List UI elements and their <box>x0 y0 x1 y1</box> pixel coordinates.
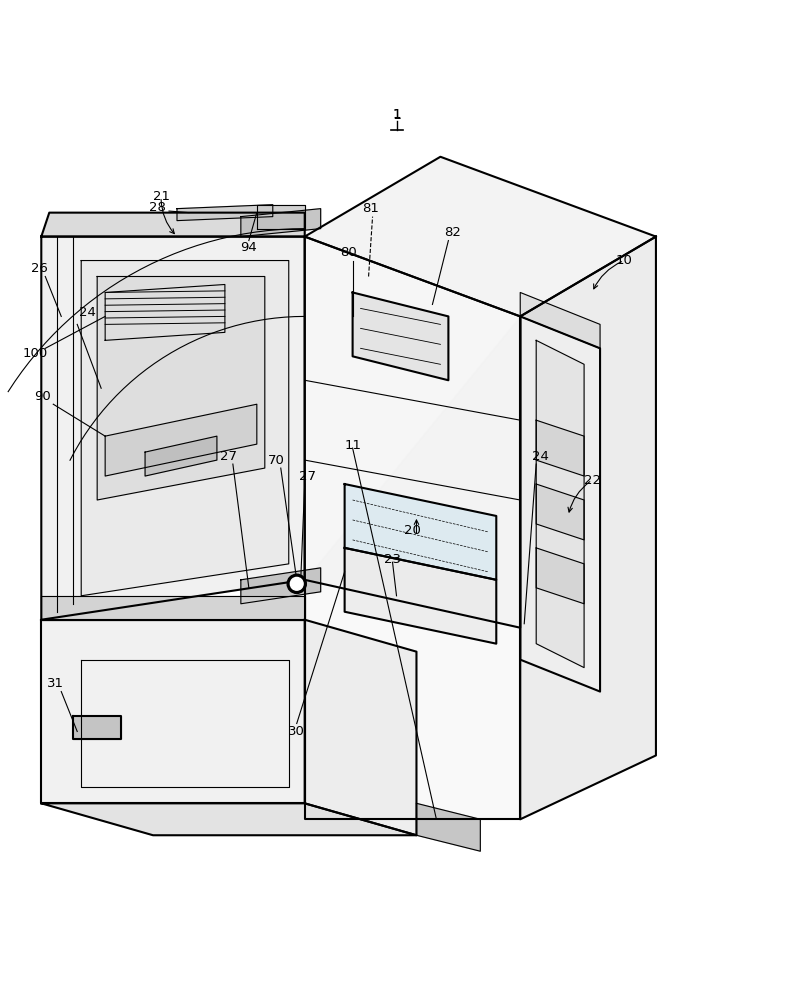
Polygon shape <box>73 716 121 739</box>
Text: 80: 80 <box>340 246 357 259</box>
Text: 21: 21 <box>152 190 170 203</box>
Circle shape <box>287 574 306 593</box>
Text: 82: 82 <box>444 226 461 239</box>
Text: 94: 94 <box>240 241 257 254</box>
Text: 27: 27 <box>299 470 316 483</box>
Text: 100: 100 <box>22 347 47 360</box>
Text: 10: 10 <box>615 254 633 267</box>
Polygon shape <box>97 276 265 500</box>
Polygon shape <box>536 420 584 476</box>
Text: 90: 90 <box>34 390 51 403</box>
Polygon shape <box>177 205 273 221</box>
Text: 30: 30 <box>288 725 305 738</box>
Polygon shape <box>42 237 304 620</box>
Text: 28: 28 <box>149 201 166 214</box>
Polygon shape <box>520 316 600 692</box>
Text: 1: 1 <box>392 108 401 122</box>
Text: 1: 1 <box>392 108 400 121</box>
Polygon shape <box>304 157 656 316</box>
Polygon shape <box>241 568 320 604</box>
Text: 81: 81 <box>362 202 379 215</box>
Polygon shape <box>42 620 304 803</box>
Text: 31: 31 <box>47 677 64 690</box>
Text: 11: 11 <box>344 439 361 452</box>
Text: 23: 23 <box>384 553 401 566</box>
Polygon shape <box>520 237 656 819</box>
Polygon shape <box>520 292 600 348</box>
Polygon shape <box>536 340 584 668</box>
Polygon shape <box>81 261 288 596</box>
Polygon shape <box>105 404 257 476</box>
Polygon shape <box>304 316 520 819</box>
Polygon shape <box>344 484 497 580</box>
Text: 20: 20 <box>404 524 421 537</box>
Polygon shape <box>417 803 481 851</box>
Polygon shape <box>42 596 304 620</box>
Polygon shape <box>344 548 497 644</box>
Polygon shape <box>304 620 417 835</box>
Polygon shape <box>536 484 584 540</box>
Polygon shape <box>145 436 217 476</box>
Text: 26: 26 <box>31 262 48 275</box>
Polygon shape <box>304 237 520 628</box>
Polygon shape <box>241 209 320 237</box>
Text: 24: 24 <box>532 450 549 463</box>
Polygon shape <box>42 803 417 835</box>
Polygon shape <box>536 548 584 604</box>
Text: 70: 70 <box>268 454 285 467</box>
Polygon shape <box>42 213 304 237</box>
Text: 22: 22 <box>584 474 601 487</box>
Polygon shape <box>352 292 449 380</box>
Circle shape <box>290 577 303 590</box>
Text: 24: 24 <box>79 306 96 319</box>
Polygon shape <box>257 205 304 229</box>
Text: 27: 27 <box>220 450 237 463</box>
